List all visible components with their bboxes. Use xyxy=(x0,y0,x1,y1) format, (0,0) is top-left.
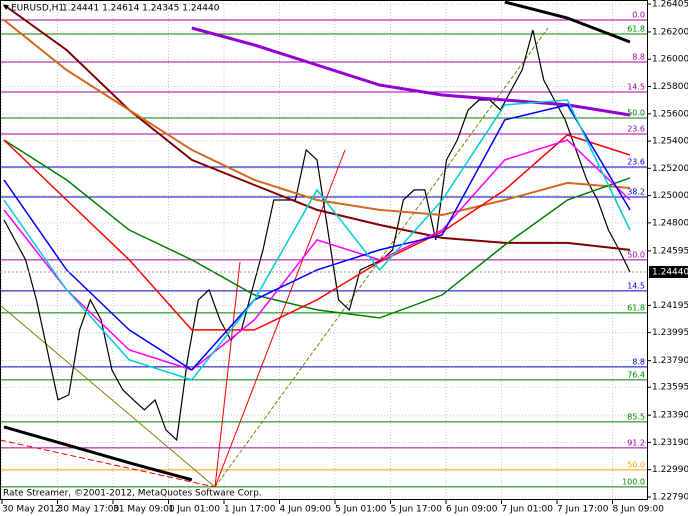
series-line xyxy=(3,139,631,371)
series-line xyxy=(504,0,631,44)
y-tick-label: 1.24800 xyxy=(652,218,688,228)
series-line xyxy=(3,29,631,442)
y-tick-label: 1.23190 xyxy=(652,438,688,448)
x-tick-label: 1 Jun 17:00 xyxy=(224,505,276,515)
y-tick-label: 1.22990 xyxy=(652,465,688,475)
x-tick-label: 31 May 09:00 xyxy=(113,505,175,515)
fib-label: 50.0 xyxy=(627,460,645,469)
series-line xyxy=(3,99,631,381)
fib-label: 8.8 xyxy=(632,52,645,61)
y-tick-label: 1.26200 xyxy=(652,27,688,37)
trend-line xyxy=(0,304,216,488)
x-tick-label: 30 May 2012 xyxy=(2,505,61,515)
current-price-box xyxy=(649,265,688,278)
y-tick-label: 1.26000 xyxy=(652,55,688,65)
lines xyxy=(3,0,631,482)
y-tick-label: 1.23390 xyxy=(652,411,688,421)
grid xyxy=(0,0,648,500)
trend-line xyxy=(214,149,346,488)
trend-lines xyxy=(0,27,549,488)
fib-label: 61.8 xyxy=(627,303,645,312)
x-tick-label: 7 Jun 17:00 xyxy=(557,505,609,515)
trend-line xyxy=(0,439,216,488)
series-line xyxy=(3,139,631,319)
trend-line xyxy=(214,261,241,488)
trend-line xyxy=(214,27,549,488)
chart-icon xyxy=(3,5,9,10)
series-line xyxy=(3,19,631,217)
x-tick-label: 4 Jun 09:00 xyxy=(280,505,332,515)
y-tick-label: 1.25000 xyxy=(652,191,688,201)
fib-label: 38.2 xyxy=(627,187,645,196)
x-tick-label: 1 Jun 01:00 xyxy=(169,505,221,515)
fib-label: 14.5 xyxy=(627,82,645,91)
current-price-label: 1.24440 xyxy=(652,267,688,277)
x-tick-label: 5 Jun 17:00 xyxy=(391,505,443,515)
fibonacci: 0.0 61.8 8.8 14.5 50.0 23.6 23.6 38.2 50.0 14.5 61… xyxy=(0,10,648,488)
quote: 1.24441 1.24614 1.24345 1.24440 xyxy=(62,4,220,14)
x-tick-label: 7 Jun 01:00 xyxy=(502,505,554,515)
fib-label: 14.5 xyxy=(627,281,645,290)
series-line xyxy=(191,26,631,117)
footer: Rate Streamer, ©2001-2012, MetaQuotes So… xyxy=(3,489,262,499)
y-tick-label: 1.26405 xyxy=(652,0,688,10)
fib-label: 100.0 xyxy=(622,477,645,486)
fib-label: 76.4 xyxy=(627,370,645,379)
fib-label: 23.6 xyxy=(627,157,645,166)
chart-title: EURUSD,H1 xyxy=(11,4,64,14)
fib-label: 85.5 xyxy=(627,412,645,421)
x-tick-label: 6 Jun 09:00 xyxy=(446,505,498,515)
x-tick-label: 8 Jun 09:00 xyxy=(613,505,665,515)
fib-label: 0.0 xyxy=(632,10,645,19)
y-tick-label: 1.23595 xyxy=(652,383,688,393)
y-tick-label: 1.22790 xyxy=(652,493,688,503)
y-tick-label: 1.23790 xyxy=(652,356,688,366)
y-tick-label: 1.25800 xyxy=(652,82,688,92)
fib-label: 61.8 xyxy=(627,25,645,34)
fib-label: 50.0 xyxy=(627,109,645,118)
x-tick-label: 5 Jun 01:00 xyxy=(335,505,387,515)
y-tick-label: 1.25400 xyxy=(652,137,688,147)
fib-label: 23.6 xyxy=(627,124,645,133)
series-line xyxy=(3,104,631,371)
y-tick-label: 1.23995 xyxy=(652,328,688,338)
fib-label: 91.2 xyxy=(627,438,645,447)
y-tick-label: 1.24195 xyxy=(652,301,688,311)
plot-border xyxy=(0,0,648,500)
fib-label: 8.8 xyxy=(632,357,645,366)
y-tick-label: 1.25600 xyxy=(652,109,688,119)
fib-label: 50.0 xyxy=(627,250,645,259)
series-line xyxy=(3,425,193,482)
series-line xyxy=(3,134,631,331)
x-tick-label: 30 May 17:00 xyxy=(58,505,120,515)
series-line xyxy=(3,4,631,251)
y-tick-label: 1.24595 xyxy=(652,246,688,256)
y-tick-label: 1.25200 xyxy=(652,164,688,174)
